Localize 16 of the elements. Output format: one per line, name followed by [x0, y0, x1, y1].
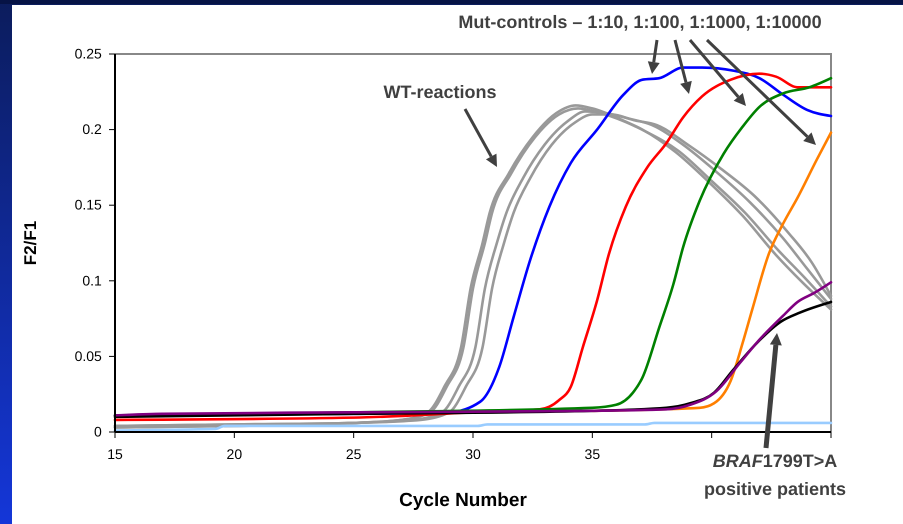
- x-tick-label: 20: [226, 446, 242, 462]
- x-tick-label: 15: [107, 446, 123, 462]
- y-tick-label: 0: [94, 423, 102, 440]
- y-tick-label: 0.25: [74, 45, 102, 62]
- text: Mut-controls – 1:10, 1:100, 1:1000, 1:10000: [458, 12, 822, 32]
- x-tick-label: 30: [465, 446, 481, 462]
- x-axis-title: Cycle Number: [399, 490, 528, 511]
- y-tick-label: 0.05: [74, 348, 102, 364]
- y-tick-label: 0.15: [74, 196, 102, 213]
- x-tick-label: 35: [584, 446, 600, 462]
- y-axis-title: F2/F1: [21, 220, 40, 266]
- x-tick-label: 25: [346, 446, 362, 462]
- y-tick-label: 0.2: [82, 121, 102, 138]
- y-tick-label: 0.1: [82, 272, 102, 288]
- text: BRAF1799T>A positive patients: [704, 451, 846, 499]
- annotation: WT-reactions: [383, 82, 497, 102]
